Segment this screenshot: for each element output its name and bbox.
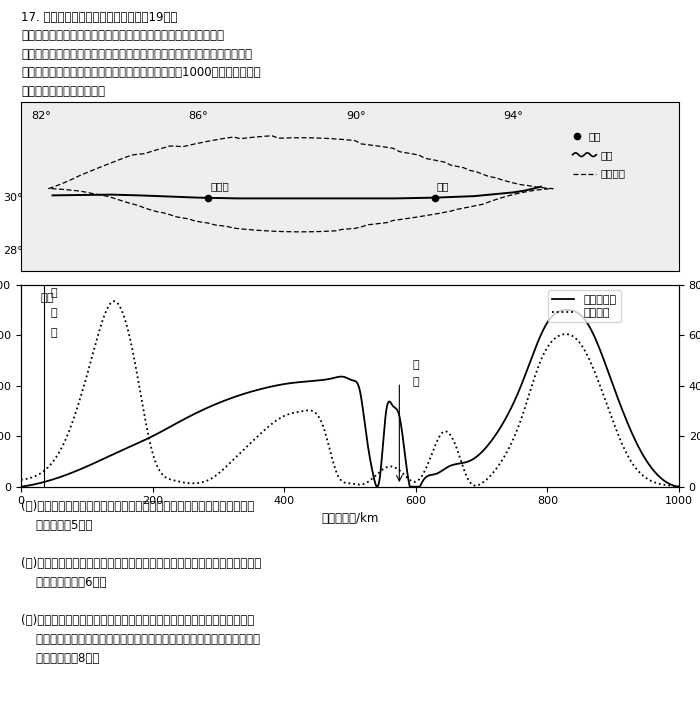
Text: 82°: 82° [31, 111, 50, 121]
Text: 谢: 谢 [50, 288, 57, 298]
河谷宽度 [307, 406, 316, 415]
Text: 加: 加 [412, 360, 419, 370]
Line: 河谷宽度: 河谷宽度 [21, 301, 679, 486]
Text: 90°: 90° [346, 111, 365, 121]
沉积物厚度 [17, 482, 25, 491]
Legend: 沉积物厚度, 河谷宽度: 沉积物厚度, 河谷宽度 [547, 290, 621, 323]
Text: 加查: 加查 [437, 182, 449, 191]
Text: 86°: 86° [188, 111, 208, 121]
河谷宽度 [284, 411, 292, 419]
Text: 28°: 28° [4, 246, 23, 256]
Text: 流域界限: 流域界限 [600, 169, 625, 179]
Text: 谢通门: 谢通门 [210, 182, 229, 191]
Text: 城镇: 城镇 [589, 131, 601, 141]
Text: 河流: 河流 [600, 150, 612, 160]
Text: 94°: 94° [503, 111, 524, 121]
Text: 谢: 谢 [46, 293, 52, 303]
沉积物厚度 [563, 306, 571, 314]
河谷宽度 [675, 482, 683, 491]
沉积物厚度 [84, 462, 92, 470]
河谷宽度 [469, 481, 477, 489]
Text: 30°: 30° [4, 193, 23, 203]
Text: (１)指出谢通门到加查段河谷宽度特征，并描述河谷宽度与沉积物厚度之间
    的关系。（5分）

(２)结合上述材料，推测雅鲁藏布江干流宽谷段和峡谷段地壳抬升速: (１)指出谢通门到加查段河谷宽度特征，并描述河谷宽度与沉积物厚度之间 的关系。（… [21, 500, 261, 665]
河谷宽度 [542, 345, 551, 353]
Text: 查: 查 [412, 377, 419, 387]
河谷宽度 [110, 297, 118, 306]
Text: 17. 阅读图文材料，完成下列要求。（19分）
青藏高原地壳持续抬升，但处于高原腹地的雅鲁藏布江流域的抬升
并不均匀，高原内部河流地貌的演变也深受其影响。图示中: 17. 阅读图文材料，完成下列要求。（19分） 青藏高原地壳持续抬升，但处于高原… [21, 11, 260, 98]
Text: 谢: 谢 [41, 293, 48, 303]
Text: 门: 门 [50, 328, 57, 338]
沉积物厚度 [675, 482, 683, 491]
沉积物厚度 [307, 377, 315, 386]
X-axis label: 向下游距离/km: 向下游距离/km [321, 512, 379, 525]
沉积物厚度 [542, 320, 550, 329]
Line: 沉积物厚度: 沉积物厚度 [21, 310, 679, 486]
河谷宽度 [17, 476, 25, 484]
河谷宽度 [84, 367, 92, 375]
沉积物厚度 [468, 455, 477, 464]
沉积物厚度 [283, 379, 291, 388]
河谷宽度 [531, 373, 539, 381]
沉积物厚度 [530, 347, 538, 356]
Text: 通: 通 [50, 308, 57, 318]
